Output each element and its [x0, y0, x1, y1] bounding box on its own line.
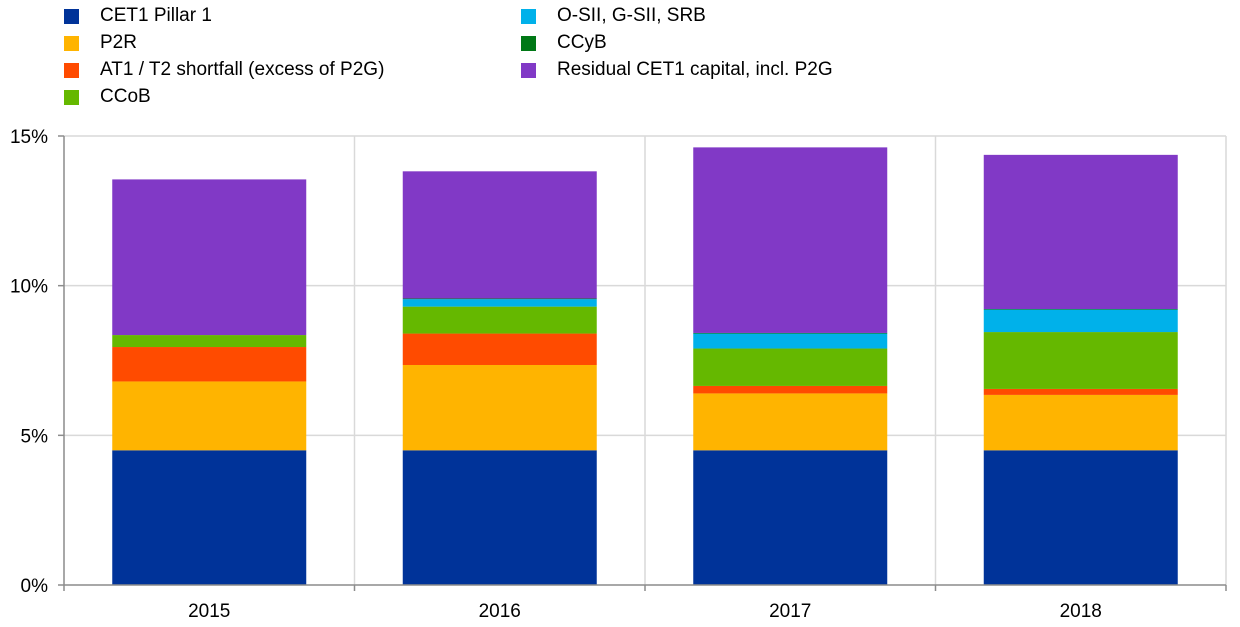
legend-item-ccyb: CCyB	[521, 32, 607, 54]
legend-label: AT1 / T2 shortfall (excess of P2G)	[100, 59, 385, 80]
legend-label: O-SII, G-SII, SRB	[557, 5, 706, 26]
bar-segment-2018-3	[983, 332, 1178, 389]
bar-segment-2016-3	[402, 306, 597, 334]
bar-segment-2017-1	[693, 393, 888, 451]
y-tick-label: 5%	[21, 426, 49, 447]
legend-item-ccob: CCoB	[64, 86, 151, 108]
bars	[112, 147, 1178, 585]
y-tick-label: 10%	[10, 277, 48, 298]
bar-segment-2015-1	[112, 381, 307, 451]
bar-segment-2018-1	[983, 394, 1178, 451]
bar-segment-2016-5	[402, 298, 597, 300]
legend-item-osii-gsii-srb: O-SII, G-SII, SRB	[521, 5, 706, 27]
legend-swatch	[521, 62, 536, 78]
legend-swatch	[64, 62, 79, 78]
bar-segment-2018-0	[983, 450, 1178, 585]
bar-segment-2017-4	[693, 333, 888, 349]
bar-segment-2016-1	[402, 364, 597, 451]
bar-segment-2016-4	[402, 299, 597, 307]
legend-swatch	[521, 8, 536, 24]
x-axis-labels: 2015 2016 2017 2018	[188, 601, 1102, 622]
bar-segment-2017-0	[693, 450, 888, 585]
bar-segment-2016-2	[402, 333, 597, 365]
bar-segment-2018-5	[983, 309, 1178, 310]
bar-segment-2016-0	[402, 450, 597, 585]
legend-label: CCyB	[557, 32, 607, 53]
legend-item-p2r: P2R	[64, 32, 137, 54]
axes	[58, 135, 1227, 591]
legend-label: P2R	[100, 32, 137, 53]
chart-legend: CET1 Pillar 1 P2R AT1 / T2 shortfall (ex…	[64, 2, 924, 112]
y-tick-label: 0%	[21, 576, 49, 597]
bar-segment-2017-6	[693, 147, 888, 333]
x-tick-label: 2018	[1060, 601, 1102, 622]
x-tick-label: 2015	[188, 601, 230, 622]
bar-segment-2016-6	[402, 171, 597, 299]
legend-swatch	[64, 35, 79, 51]
x-tick-label: 2017	[769, 601, 811, 622]
bar-segment-2015-3	[112, 335, 307, 348]
y-axis-labels: 0% 5% 10% 15%	[10, 127, 48, 597]
legend-label: CET1 Pillar 1	[100, 5, 212, 26]
legend-item-residual-cet1: Residual CET1 capital, incl. P2G	[521, 59, 833, 81]
bar-segment-2015-0	[112, 450, 307, 585]
legend-label: Residual CET1 capital, incl. P2G	[557, 59, 833, 80]
bar-segment-2017-5	[693, 332, 888, 334]
legend-swatch	[521, 35, 536, 51]
bar-segment-2018-4	[983, 309, 1178, 333]
y-tick-label: 15%	[10, 127, 48, 148]
bar-segment-2017-3	[693, 348, 888, 386]
legend-item-cet1-pillar1: CET1 Pillar 1	[64, 5, 212, 27]
bar-segment-2017-2	[693, 385, 888, 394]
bar-segment-2018-2	[983, 388, 1178, 395]
bar-segment-2015-2	[112, 347, 307, 382]
x-tick-label: 2016	[479, 601, 521, 622]
legend-swatch	[64, 8, 79, 24]
bar-segment-2018-6	[983, 154, 1178, 310]
bar-segment-2015-6	[112, 179, 307, 336]
legend-item-at1-t2-shortfall: AT1 / T2 shortfall (excess of P2G)	[64, 59, 384, 81]
legend-swatch	[64, 89, 79, 105]
legend-label: CCoB	[100, 86, 151, 107]
